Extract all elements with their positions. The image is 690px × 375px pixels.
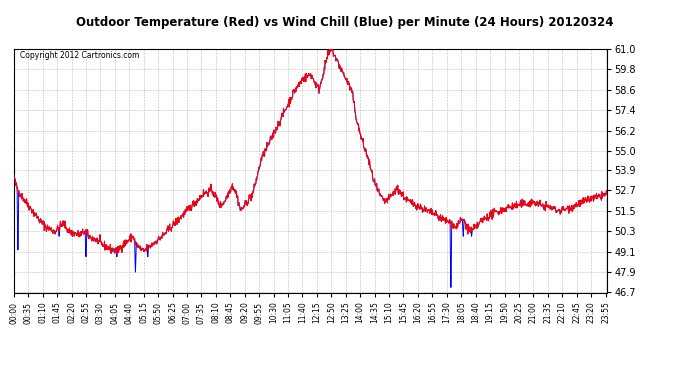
Text: Copyright 2012 Cartronics.com: Copyright 2012 Cartronics.com <box>20 51 139 60</box>
Text: Outdoor Temperature (Red) vs Wind Chill (Blue) per Minute (24 Hours) 20120324: Outdoor Temperature (Red) vs Wind Chill … <box>77 16 613 29</box>
